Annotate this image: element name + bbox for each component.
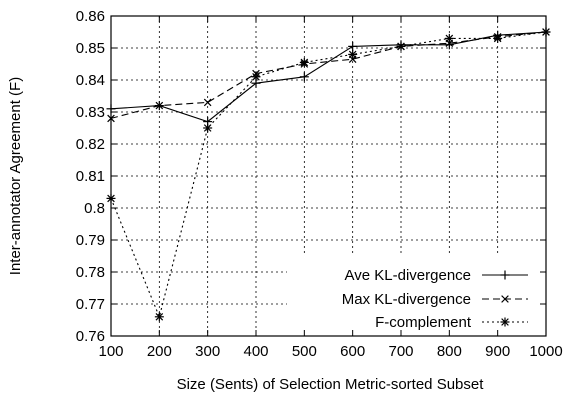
- x-tick-label: 900: [485, 343, 510, 360]
- data-point: [397, 42, 406, 51]
- y-tick-label: 0.78: [76, 264, 105, 281]
- data-point: [445, 34, 454, 43]
- y-tick-label: 0.76: [76, 328, 105, 345]
- y-tick-label: 0.83: [76, 104, 105, 121]
- series-lines: [107, 28, 551, 322]
- x-tick-labels: 100 200 300 400 500 600 700 800 900 1000: [98, 343, 562, 360]
- y-tick-label: 0.8: [84, 200, 105, 217]
- x-tick-label: 200: [147, 343, 172, 360]
- y-tick-label: 0.85: [76, 40, 105, 57]
- series-line-3: [111, 32, 546, 317]
- data-point: [542, 28, 551, 37]
- legend: Ave KL-divergence Max KL-divergence F-comp…: [342, 267, 528, 331]
- data-point: [107, 194, 116, 203]
- series-line-2: [111, 32, 546, 118]
- x-tick-label: 500: [292, 343, 317, 360]
- y-tick-label: 0.81: [76, 168, 105, 185]
- legend-marker: [501, 318, 510, 327]
- y-tick-label: 0.86: [76, 8, 105, 25]
- data-point: [252, 72, 261, 81]
- y-axis-title: Inter-annotator Agreement (F): [7, 77, 24, 275]
- legend-marker: [501, 271, 510, 280]
- data-point: [300, 58, 309, 67]
- x-tick-label: 300: [195, 343, 220, 360]
- x-tick-label: 1000: [529, 343, 562, 360]
- y-tick-label: 0.82: [76, 136, 105, 153]
- x-axis-title: Size (Sents) of Selection Metric-sorted …: [177, 376, 485, 393]
- legend-label: Ave KL-divergence: [345, 267, 471, 284]
- data-point: [348, 42, 357, 51]
- y-tick-label: 0.84: [76, 72, 105, 89]
- legend-label: Max KL-divergence: [342, 291, 471, 308]
- x-tick-label: 100: [98, 343, 123, 360]
- data-point: [348, 50, 357, 59]
- grid-lines: [111, 16, 546, 336]
- y-tick-label: 0.79: [76, 232, 105, 249]
- data-point: [203, 124, 212, 133]
- series-line-1: [111, 32, 546, 122]
- y-tick-label: 0.77: [76, 296, 105, 313]
- x-tick-label: 600: [340, 343, 365, 360]
- x-tick-label: 400: [243, 343, 268, 360]
- y-tick-labels: 0.76 0.77 0.78 0.79 0.8 0.81 0.82 0.83 0.84 0.85 0…: [76, 8, 105, 345]
- x-tick-label: 800: [437, 343, 462, 360]
- x-tick-label: 700: [388, 343, 413, 360]
- data-point: [493, 34, 502, 43]
- data-point: [155, 312, 164, 321]
- legend-label: F-complement: [375, 314, 472, 331]
- data-point: [204, 99, 211, 106]
